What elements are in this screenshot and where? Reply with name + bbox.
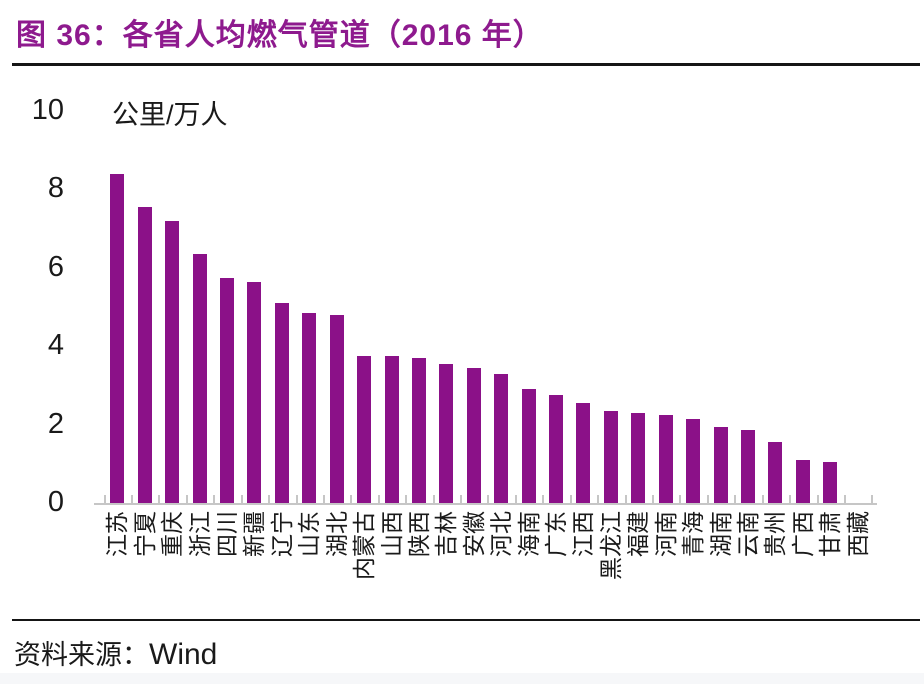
bar-陕西 xyxy=(411,357,426,503)
bar-福建 xyxy=(631,412,646,503)
x-axis-label-甘肃: 甘肃 xyxy=(817,511,844,557)
x-axis-tick-mark xyxy=(268,495,271,503)
x-axis-label-福建: 福建 xyxy=(625,511,652,557)
bar-广西 xyxy=(795,459,810,503)
x-axis-tick-mark xyxy=(240,495,243,503)
x-axis-tick-mark xyxy=(350,495,353,503)
bar-海南 xyxy=(521,389,536,503)
x-axis-label-海南: 海南 xyxy=(515,511,542,557)
x-axis-tick-mark xyxy=(734,495,737,503)
x-axis-tick-mark xyxy=(843,495,846,503)
bar-山西 xyxy=(384,356,399,503)
x-axis-label-四川: 四川 xyxy=(213,511,240,557)
x-axis-label-新疆: 新疆 xyxy=(241,511,268,557)
bar-重庆 xyxy=(165,220,180,503)
bar-吉林 xyxy=(439,363,454,503)
bar-内蒙古 xyxy=(357,356,372,503)
page-bottom-strip xyxy=(0,673,924,684)
x-axis-tick-mark xyxy=(460,495,463,503)
bar-青海 xyxy=(686,418,701,503)
bar-新疆 xyxy=(247,281,262,503)
bar-四川 xyxy=(219,277,234,503)
bar-甘肃 xyxy=(823,461,838,503)
y-axis-tick-label: 8 xyxy=(47,172,64,205)
x-axis-line xyxy=(94,503,877,505)
bar-湖南 xyxy=(713,426,728,503)
x-axis-tick-mark xyxy=(706,495,709,503)
x-axis-label-云南: 云南 xyxy=(734,511,761,557)
x-axis-tick-mark xyxy=(377,495,380,503)
bar-辽宁 xyxy=(274,303,289,503)
x-axis-tick-mark xyxy=(131,495,133,503)
x-axis-tick-mark xyxy=(597,495,600,503)
x-axis-label-青海: 青海 xyxy=(680,511,707,557)
bar-贵州 xyxy=(768,442,783,503)
x-axis-label-黑龙江: 黑龙江 xyxy=(597,511,624,580)
x-axis-label-重庆: 重庆 xyxy=(159,511,186,557)
bar-山东 xyxy=(302,312,317,503)
x-axis-label-西藏: 西藏 xyxy=(844,511,871,557)
x-axis-tick-mark xyxy=(295,495,298,503)
bar-河北 xyxy=(494,373,509,503)
x-axis-tick-mark xyxy=(213,495,216,503)
x-axis-tick-mark xyxy=(816,495,819,503)
x-axis-tick-mark xyxy=(789,495,792,503)
x-axis-label-湖南: 湖南 xyxy=(707,511,734,557)
x-axis-tick-mark xyxy=(103,495,106,503)
bar-湖北 xyxy=(329,314,344,503)
x-axis-tick-mark xyxy=(432,495,435,503)
x-axis-label-湖北: 湖北 xyxy=(323,511,350,557)
y-axis-tick-label: 10 xyxy=(31,94,64,126)
x-axis-tick-mark xyxy=(514,495,517,503)
x-axis-label-广东: 广东 xyxy=(543,511,570,557)
y-axis-tick-label: 2 xyxy=(47,407,64,440)
x-axis-tick-mark xyxy=(542,495,545,503)
x-axis-label-山西: 山西 xyxy=(378,511,405,557)
x-axis-tick-mark xyxy=(679,495,682,503)
x-axis-label-陕西: 陕西 xyxy=(405,511,432,557)
x-axis-label-江西: 江西 xyxy=(570,511,597,557)
x-axis-tick-mark xyxy=(158,495,161,503)
x-axis-tick-mark xyxy=(569,495,572,503)
x-axis-label-辽宁: 辽宁 xyxy=(268,511,295,557)
bar-宁夏 xyxy=(137,207,152,503)
x-axis-tick-mark xyxy=(624,495,627,503)
y-axis-unit-label: 公里/万人 xyxy=(112,100,228,130)
bar-黑龙江 xyxy=(603,410,618,503)
bar-浙江 xyxy=(192,254,207,503)
x-axis-label-安徽: 安徽 xyxy=(460,511,487,557)
x-axis-label-江苏: 江苏 xyxy=(104,511,131,557)
figure-title: 图 36：各省人均燃气管道（2016 年） xyxy=(16,19,544,52)
x-axis-label-河南: 河南 xyxy=(652,511,679,557)
x-axis-label-河北: 河北 xyxy=(488,511,515,557)
source-line: 资料来源：Wind xyxy=(14,633,217,672)
title-divider xyxy=(12,63,920,66)
x-axis-label-贵州: 贵州 xyxy=(762,511,789,557)
bar-河南 xyxy=(658,414,673,503)
footer-divider xyxy=(12,619,920,621)
bar-江西 xyxy=(576,403,591,503)
x-axis-tick-mark xyxy=(761,495,764,503)
source-value: Wind xyxy=(149,638,218,671)
source-label: 资料来源： xyxy=(14,640,149,670)
bar-广东 xyxy=(549,395,564,503)
y-axis-tick-label: 6 xyxy=(47,250,64,283)
x-axis-tick-mark xyxy=(405,495,408,503)
x-axis-label-山东: 山东 xyxy=(296,511,323,557)
bar-江苏 xyxy=(110,173,125,503)
y-axis-tick-label: 0 xyxy=(47,486,64,518)
x-axis-tick-mark xyxy=(185,495,188,503)
x-axis-label-浙江: 浙江 xyxy=(186,511,213,557)
x-axis-tick-mark xyxy=(322,495,325,503)
x-axis-label-内蒙古: 内蒙古 xyxy=(351,511,378,580)
x-axis-label-吉林: 吉林 xyxy=(433,511,460,557)
bar-云南 xyxy=(740,430,755,503)
x-axis-label-广西: 广西 xyxy=(789,511,816,557)
bar-安徽 xyxy=(466,367,481,503)
x-axis-label-宁夏: 宁夏 xyxy=(131,511,158,557)
x-axis-tick-mark xyxy=(871,495,874,503)
x-axis-tick-mark xyxy=(651,495,654,503)
y-axis-tick-label: 4 xyxy=(47,329,64,362)
x-axis-tick-mark xyxy=(487,495,490,503)
